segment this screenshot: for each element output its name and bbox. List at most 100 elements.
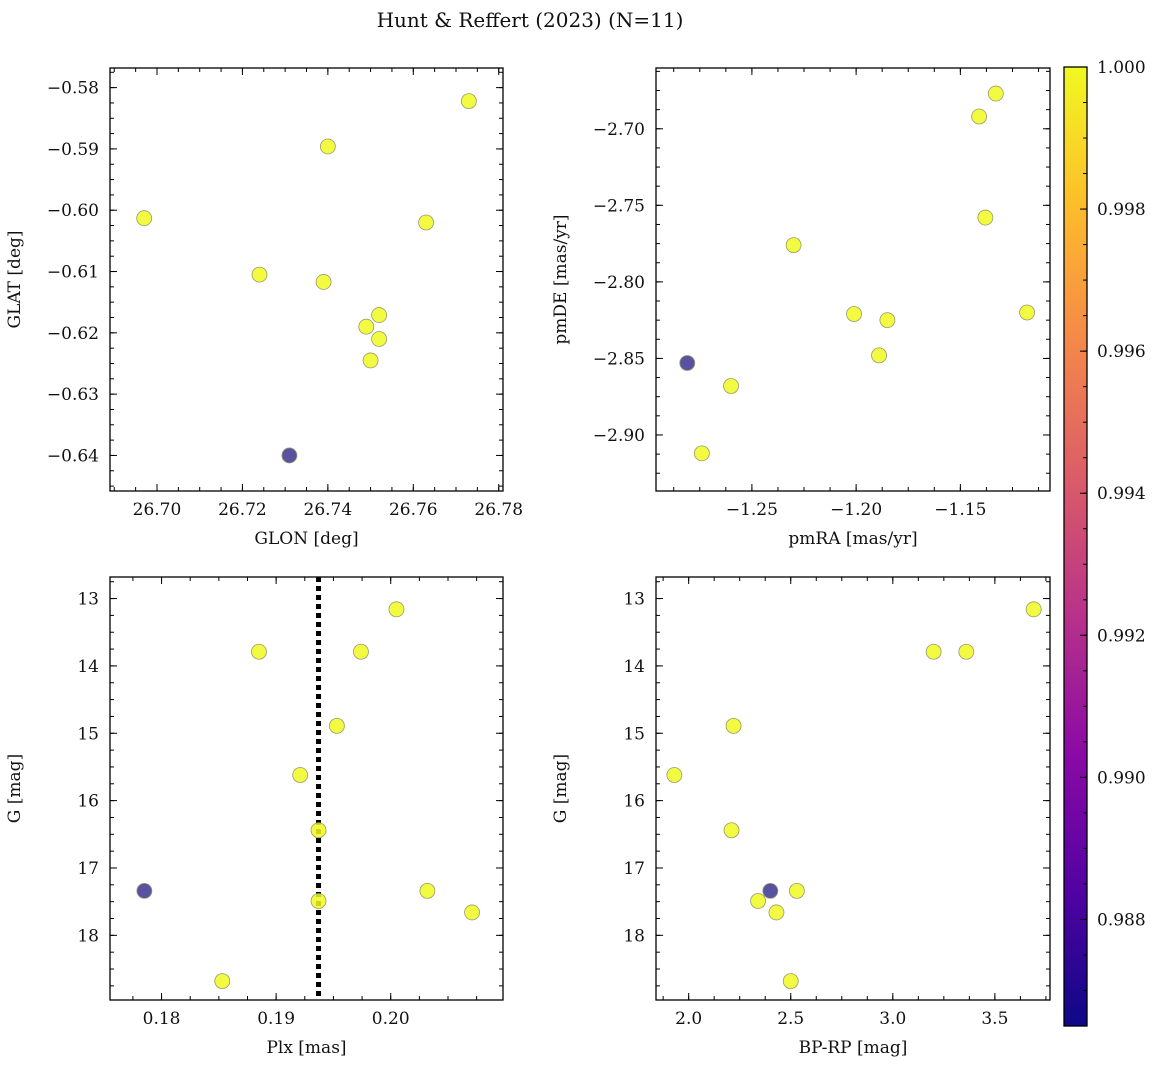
y-tick-label: 15 <box>623 724 645 744</box>
y-tick-label: 16 <box>623 792 645 812</box>
scatter-point <box>666 767 683 783</box>
plot-frame <box>109 576 504 1001</box>
scatter-point <box>292 767 309 783</box>
scatter-point <box>251 266 268 283</box>
scatter-point <box>958 643 975 660</box>
scatter-point <box>788 882 805 899</box>
scatter-point <box>315 274 332 290</box>
x-axis-label: BP-RP [mag] <box>799 1038 908 1058</box>
x-axis-label: pmRA [mas/yr] <box>788 529 917 549</box>
scatter-point <box>925 643 942 660</box>
scatter-point <box>358 318 375 335</box>
colorbar-tick-label: 0.994 <box>1097 484 1146 504</box>
x-tick-label: −1.20 <box>830 500 882 520</box>
scatter-point <box>785 237 802 254</box>
y-axis-label: pmDE [mas/yr] <box>551 214 571 344</box>
colorbar-tick-label: 0.988 <box>1097 910 1146 930</box>
y-tick-label: −2.75 <box>593 196 645 216</box>
plot-frame <box>655 67 1051 492</box>
scatter-point <box>464 904 480 921</box>
panel-color-magnitude: 2.0 2.5 3.0 3.5 13 14 15 16 17 18 BP-RP [mag] G [ma… <box>551 576 1051 1058</box>
x-tick-label: 0.20 <box>372 1009 410 1029</box>
panel-plx-g: 0.18 0.19 0.20 13 14 15 16 17 18 Plx [mas] G [mag] <box>5 576 504 1058</box>
y-tick-label: −0.63 <box>47 385 99 405</box>
scatter-point <box>971 108 988 125</box>
scatter-point <box>214 973 231 990</box>
scatter-point <box>419 882 436 899</box>
colorbar-tick-label: 1.000 <box>1097 58 1146 78</box>
scatter-point <box>725 717 742 734</box>
panel-pmra-pmde: −1.25 −1.20 −1.15 −2.70 −2.75 −2.80 −2.85 −2.90… <box>551 67 1051 549</box>
x-tick-label: 0.19 <box>257 1009 295 1029</box>
x-tick-label: 3.0 <box>879 1009 906 1029</box>
scatter-point <box>371 307 388 323</box>
scatter-point <box>281 447 298 464</box>
figure-title: Hunt & Reffert (2023) (N=11) <box>377 8 684 32</box>
scatter-point <box>353 643 369 660</box>
scatter-point <box>1025 601 1042 618</box>
y-tick-label: −2.80 <box>593 273 645 293</box>
scatter-point <box>679 355 696 371</box>
y-tick-label: −0.64 <box>47 446 99 466</box>
y-tick-label: −2.90 <box>593 426 645 446</box>
x-tick-label: 2.5 <box>777 1009 804 1029</box>
y-axis-label: G [mag] <box>5 754 25 823</box>
scatter-point <box>693 445 710 462</box>
scatter-point <box>768 904 785 921</box>
x-tick-label: 26.76 <box>389 500 438 520</box>
x-tick-label: 2.0 <box>675 1009 702 1029</box>
y-tick-label: 14 <box>77 657 99 677</box>
scatter-point <box>762 882 779 899</box>
scatter-point <box>460 93 477 110</box>
scatter-point <box>319 138 336 155</box>
scatter-point <box>388 601 405 618</box>
y-tick-label: 17 <box>77 859 99 879</box>
colorbar-frame <box>1063 66 1088 1027</box>
x-tick-label: −1.15 <box>934 500 986 520</box>
scatter-point <box>136 210 153 227</box>
y-tick-label: 18 <box>623 926 645 946</box>
colorbar: 0.988 0.990 0.992 0.994 0.996 0.998 1.000 <box>1063 58 1146 1027</box>
y-tick-label: −0.58 <box>47 79 99 99</box>
scatter-point <box>371 331 388 347</box>
y-tick-label: −2.70 <box>593 120 645 140</box>
colorbar-gradient <box>1064 67 1087 1026</box>
plot-frame <box>655 576 1051 1001</box>
x-tick-label: −1.25 <box>726 500 778 520</box>
colorbar-tick-label: 0.990 <box>1097 768 1146 788</box>
scatter-point <box>723 822 740 839</box>
y-tick-label: −0.60 <box>47 201 99 221</box>
y-tick-label: −0.61 <box>47 263 99 283</box>
scatter-point <box>723 378 739 394</box>
y-tick-label: −2.85 <box>593 349 645 369</box>
x-tick-label: 26.78 <box>474 500 523 520</box>
y-tick-label: 13 <box>77 590 99 610</box>
scatter-point <box>750 893 766 909</box>
colorbar-tick-label: 0.998 <box>1097 200 1146 220</box>
y-tick-label: 13 <box>623 590 645 610</box>
y-tick-label: 16 <box>77 792 99 812</box>
scatter-point <box>310 822 327 839</box>
y-tick-label: 15 <box>77 724 99 744</box>
x-tick-label: 26.72 <box>218 500 267 520</box>
y-tick-label: 14 <box>623 657 645 677</box>
scatter-point <box>136 882 153 899</box>
scatter-point <box>1019 304 1035 321</box>
x-tick-label: 26.70 <box>133 500 182 520</box>
scatter-point <box>871 347 887 364</box>
scatter-point <box>977 209 994 226</box>
scatter-point <box>418 214 435 231</box>
y-axis-label: GLAT [deg] <box>5 230 25 328</box>
x-axis-label: GLON [deg] <box>254 529 358 549</box>
y-tick-label: −0.59 <box>47 140 99 160</box>
plot-frame <box>109 67 504 492</box>
colorbar-tick-label: 0.996 <box>1097 342 1146 362</box>
scatter-point <box>846 306 862 322</box>
y-tick-label: 17 <box>623 859 645 879</box>
x-tick-label: 0.18 <box>143 1009 181 1029</box>
scatter-point <box>987 85 1004 102</box>
x-axis-label: Plx [mas] <box>266 1038 346 1058</box>
scatter-point <box>251 643 267 660</box>
scatter-point <box>879 312 896 329</box>
